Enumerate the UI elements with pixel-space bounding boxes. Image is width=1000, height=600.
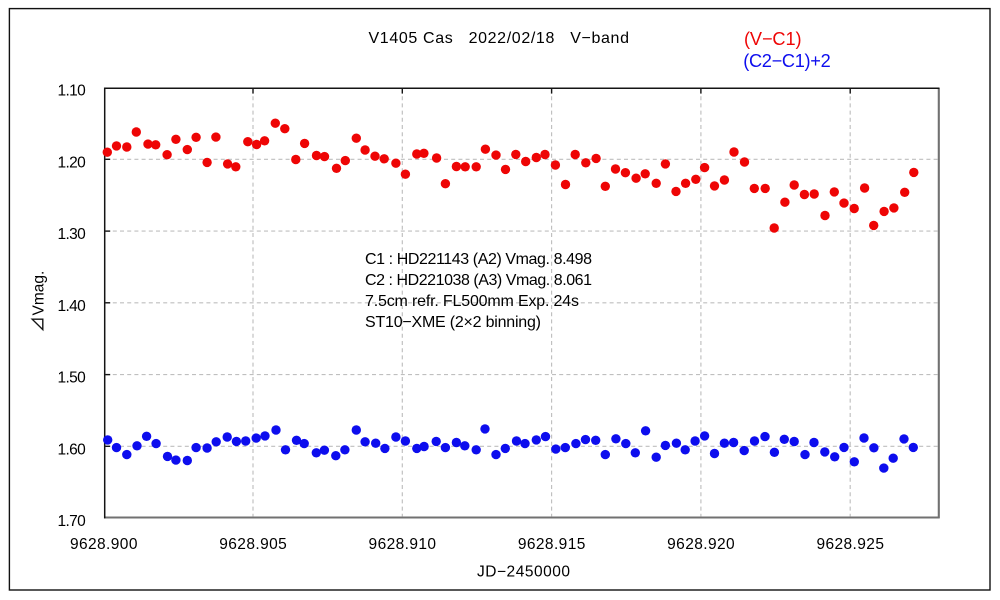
svg-text:ST10−XME (2×2 binning): ST10−XME (2×2 binning) bbox=[365, 314, 541, 331]
svg-text:(C2−C1)+2: (C2−C1)+2 bbox=[743, 51, 831, 71]
svg-text:1.20: 1.20 bbox=[58, 154, 87, 171]
svg-text:9628.915: 9628.915 bbox=[518, 536, 586, 553]
svg-text:1.60: 1.60 bbox=[58, 441, 87, 458]
svg-text:Vmag.: Vmag. bbox=[31, 271, 48, 316]
svg-text:9628.910: 9628.910 bbox=[369, 536, 437, 553]
svg-text:9628.905: 9628.905 bbox=[219, 536, 287, 553]
svg-text:1.50: 1.50 bbox=[58, 370, 87, 387]
svg-text:1.10: 1.10 bbox=[58, 83, 87, 100]
svg-text:9628.925: 9628.925 bbox=[816, 536, 884, 553]
svg-text:(V−C1): (V−C1) bbox=[744, 29, 802, 49]
svg-text:1.30: 1.30 bbox=[58, 226, 87, 243]
svg-text:C1 : HD221143 (A2) Vmag. 8.498: C1 : HD221143 (A2) Vmag. 8.498 bbox=[365, 251, 592, 268]
svg-text:V1405 Cas 2022/02/18 V−ban: V1405 Cas 2022/02/18 V−band bbox=[369, 30, 630, 47]
svg-text:9628.900: 9628.900 bbox=[70, 536, 138, 553]
svg-text:JD−2450000: JD−2450000 bbox=[477, 563, 570, 580]
svg-text:1.40: 1.40 bbox=[58, 298, 87, 315]
svg-text:7.5cm refr. FL500mm Exp. 24s: 7.5cm refr. FL500mm Exp. 24s bbox=[365, 293, 579, 310]
svg-text:9628.920: 9628.920 bbox=[667, 536, 735, 553]
svg-text:1.70: 1.70 bbox=[58, 513, 87, 530]
svg-text:C2 : HD221038 (A3) Vmag. 8.061: C2 : HD221038 (A3) Vmag. 8.061 bbox=[365, 272, 592, 289]
